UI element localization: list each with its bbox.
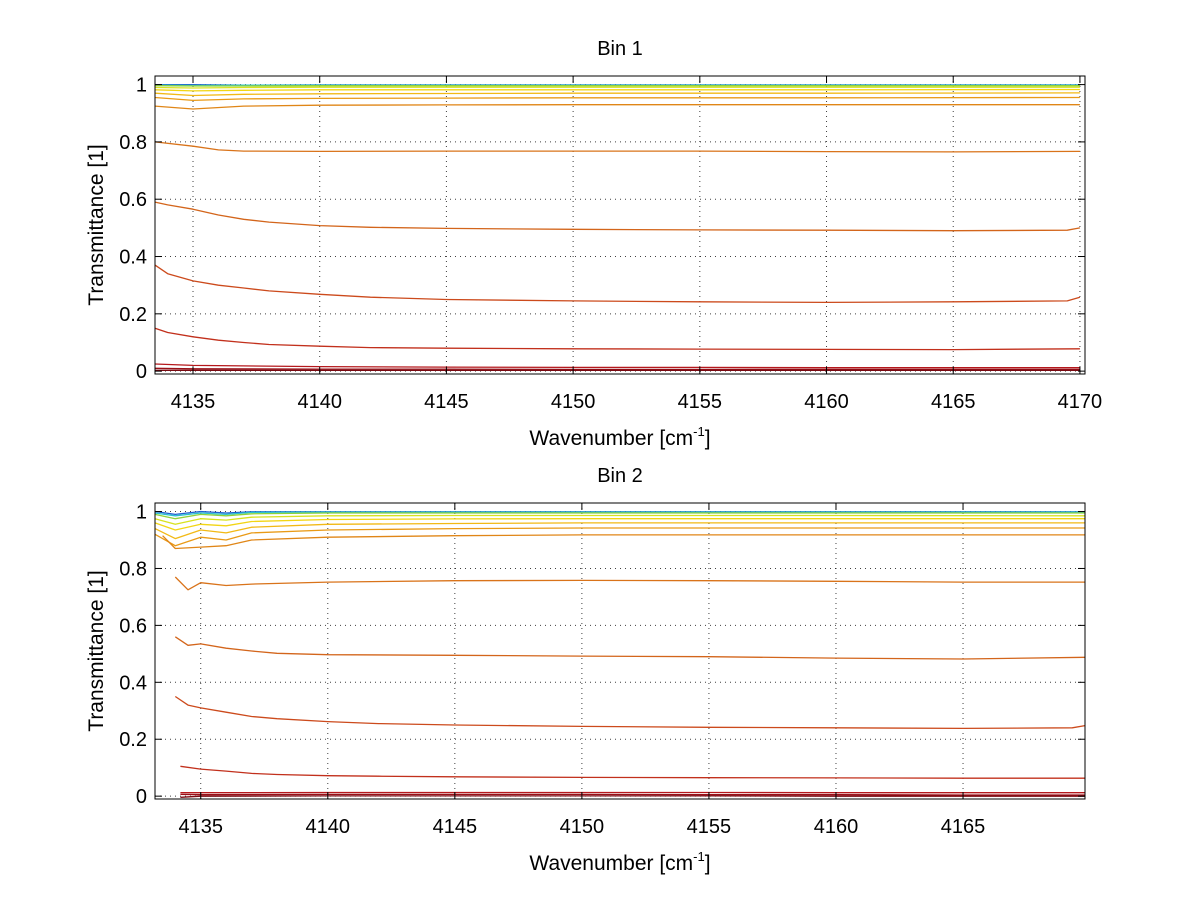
y-axis-label: Transmittance [1] (85, 570, 108, 731)
series-line-4 (154, 86, 1080, 89)
y-tick-label: 0.6 (119, 189, 147, 211)
series-line-10 (174, 636, 1086, 660)
x-tick-label: 4135 (171, 391, 216, 413)
series-line-5 (154, 518, 1085, 531)
y-tick-label: 0.8 (119, 558, 147, 580)
series-line-9 (174, 576, 1085, 591)
series-line-7 (154, 527, 1085, 547)
x-tick-label: 4160 (814, 816, 859, 838)
series-group (154, 83, 1081, 371)
series-line-8 (154, 104, 1080, 110)
y-tick-label: 0.4 (119, 247, 147, 269)
plot-frame (154, 75, 1086, 375)
chart-panel-bin-2: 4135 4140 4145 4150 4155 4160 4165 0 0.2 0.4 0.6 0.… (85, 465, 1086, 875)
series-line-7 (154, 96, 1080, 102)
x-tick-label: 4140 (297, 391, 342, 413)
series-line-5 (154, 88, 1080, 92)
x-tick-label: 4155 (687, 816, 732, 838)
y-tick-label: 0.2 (119, 729, 147, 751)
series-line-3 (154, 512, 1085, 520)
series-line-8 (162, 534, 1085, 550)
chart-title: Bin 2 (597, 465, 643, 487)
x-axis-label: Wavenumber [cm-1] (529, 424, 710, 450)
series-line-11 (174, 695, 1086, 730)
chart-panel-bin-1: 4135 4140 4145 4150 4155 4160 4165 4170 0 0.2 0.4 0… (85, 38, 1102, 450)
y-tick-label: 0.8 (119, 132, 147, 154)
x-axis-label: Wavenumber [cm-1] (529, 849, 710, 875)
y-tick-label: 1 (136, 502, 147, 524)
series-line-2 (154, 511, 1085, 517)
y-tick-label: 0 (136, 786, 147, 808)
x-tick-label: 4165 (931, 391, 976, 413)
chart-title: Bin 1 (597, 38, 643, 60)
x-tick-label: 4155 (678, 391, 723, 413)
x-tick-label: 4150 (551, 391, 596, 413)
x-tick-label: 4170 (1058, 391, 1103, 413)
y-tick-label: 0.4 (119, 672, 147, 694)
x-tick-label: 4140 (306, 816, 351, 838)
x-tick-label: 4150 (560, 816, 605, 838)
series-line-9 (154, 141, 1080, 153)
x-tick-label: 4145 (424, 391, 469, 413)
x-tick-label: 4165 (941, 816, 986, 838)
series-line-4 (154, 514, 1086, 525)
y-axis-label: Transmittance [1] (85, 144, 108, 305)
x-tick-label: 4135 (178, 816, 223, 838)
series-line-6 (154, 522, 1085, 540)
y-tick-label: 0.2 (119, 304, 147, 326)
x-tick-label: 4145 (433, 816, 478, 838)
y-tick-label: 0 (136, 361, 147, 383)
series-line-12 (154, 327, 1080, 351)
series-line-10 (154, 201, 1081, 232)
series-line-11 (154, 264, 1081, 304)
series-line-14 (180, 793, 1085, 796)
y-tick-label: 0.6 (119, 615, 147, 637)
plot-frame (154, 502, 1086, 800)
series-line-12 (180, 765, 1085, 779)
x-tick-label: 4160 (804, 391, 849, 413)
series-line-6 (154, 92, 1080, 97)
y-tick-label: 1 (136, 75, 147, 97)
